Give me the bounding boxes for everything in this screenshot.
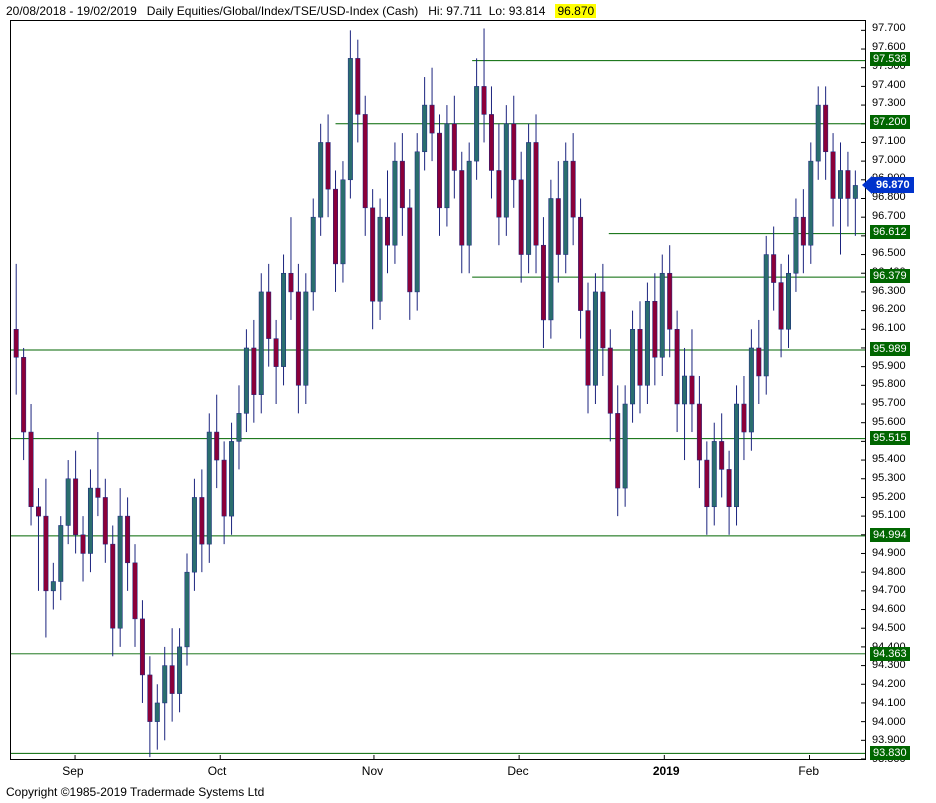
hline-label: 95.515 <box>870 431 910 445</box>
hi-value: Hi: 97.711 <box>428 4 482 18</box>
y-tick-label: 95.900 <box>872 360 906 372</box>
y-tick-label: 95.400 <box>872 453 906 465</box>
hline-label: 94.363 <box>870 647 910 661</box>
y-tick-label: 95.800 <box>872 378 906 390</box>
x-tick-label: Dec <box>507 764 528 778</box>
hline-label: 97.538 <box>870 52 910 66</box>
x-tick-label: Feb <box>798 764 819 778</box>
y-tick-label: 95.600 <box>872 416 906 428</box>
copyright-text: Copyright ©1985-2019 Tradermade Systems … <box>6 785 264 799</box>
lo-value: Lo: 93.814 <box>489 4 546 18</box>
y-tick-label: 94.600 <box>872 603 906 615</box>
y-tick-label: 96.500 <box>872 247 906 259</box>
x-tick-label: Oct <box>208 764 227 778</box>
y-tick-label: 96.100 <box>872 322 906 334</box>
hline-label: 97.200 <box>870 115 910 129</box>
x-tick-label: Sep <box>62 764 83 778</box>
candlestick-chart <box>11 21 865 759</box>
y-tick-label: 97.000 <box>872 154 906 166</box>
x-axis: Sep Oct Nov Dec 2019 Feb <box>10 762 866 782</box>
x-tick-label: Nov <box>362 764 383 778</box>
y-tick-label: 94.500 <box>872 622 906 634</box>
y-tick-label: 96.700 <box>872 210 906 222</box>
y-tick-label: 96.300 <box>872 285 906 297</box>
hline-label: 96.612 <box>870 225 910 239</box>
y-tick-label: 94.700 <box>872 584 906 596</box>
y-tick-label: 94.200 <box>872 678 906 690</box>
y-tick-label: 95.200 <box>872 491 906 503</box>
date-range: 20/08/2018 - 19/02/2019 <box>6 4 137 18</box>
hline-label: 94.994 <box>870 528 910 542</box>
y-tick-label: 94.000 <box>872 716 906 728</box>
y-tick-label: 94.300 <box>872 659 906 671</box>
hline-label: 95.989 <box>870 342 910 356</box>
chart-header: 20/08/2018 - 19/02/2019 Daily Equities/G… <box>6 4 596 18</box>
last-price-highlight: 96.870 <box>555 4 596 18</box>
hline-label: 96.379 <box>870 269 910 283</box>
y-tick-label: 94.900 <box>872 547 906 559</box>
y-tick-label: 94.100 <box>872 697 906 709</box>
hline-label: 93.830 <box>870 746 910 760</box>
chart-plot-area[interactable] <box>10 20 866 760</box>
y-tick-label: 97.300 <box>872 97 906 109</box>
y-tick-label: 97.700 <box>872 22 906 34</box>
y-axis: 97.70097.60097.50097.40097.30097.20097.1… <box>868 20 928 760</box>
x-tick-label: 2019 <box>653 764 680 778</box>
y-tick-label: 94.800 <box>872 566 906 578</box>
y-tick-label: 96.200 <box>872 303 906 315</box>
current-price-marker: 96.870 <box>862 176 914 194</box>
y-tick-label: 97.100 <box>872 135 906 147</box>
y-tick-label: 95.100 <box>872 509 906 521</box>
y-tick-label: 97.400 <box>872 79 906 91</box>
y-tick-label: 95.700 <box>872 397 906 409</box>
y-tick-label: 93.900 <box>872 734 906 746</box>
description: Daily Equities/Global/Index/TSE/USD-Inde… <box>147 4 418 18</box>
y-tick-label: 95.300 <box>872 472 906 484</box>
